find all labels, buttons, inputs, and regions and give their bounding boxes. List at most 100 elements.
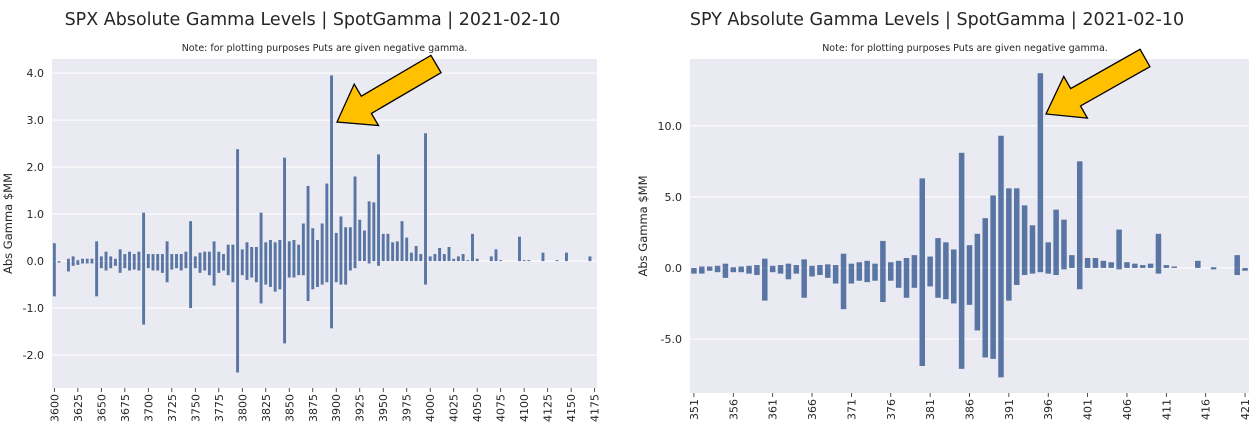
call-gamma-bar [1147, 263, 1154, 268]
call-gamma-bar [339, 216, 343, 262]
call-gamma-bar [793, 265, 800, 268]
put-gamma-bar [1006, 267, 1012, 301]
put-gamma-bar [730, 267, 737, 273]
spx-gamma-bar-chart: -2.0 -1.0 0.0 1.0 2.0 3.0 4.0 3600 3625 3650 3675 3… [1, 54, 602, 422]
put-gamma-bar [872, 267, 878, 281]
put-gamma-bar [52, 261, 56, 297]
put-gamma-bar [198, 261, 202, 273]
x-tick-label: 3925 [354, 394, 367, 422]
put-gamma-bar [927, 267, 933, 287]
call-gamma-bar [311, 228, 315, 262]
spx-gamma-chart-panel: SPX Absolute Gamma Levels | SpotGamma | … [1, 10, 602, 422]
x-tick-label: 3625 [72, 394, 85, 422]
chart-title: SPY Absolute Gamma Levels | SpotGamma | … [689, 10, 1185, 30]
put-gamma-bar [762, 267, 768, 301]
call-gamma-bar [438, 247, 442, 262]
call-gamma-bar [142, 212, 146, 262]
call-gamma-bar [259, 212, 263, 262]
x-tick-label: 3675 [119, 394, 132, 422]
x-tick-label: 386 [964, 399, 977, 420]
y-tick-label: 10.0 [658, 120, 683, 133]
call-gamma-bar [919, 178, 926, 268]
chart-note: Note: for plotting purposes Puts are giv… [181, 43, 468, 54]
call-gamma-bar [1084, 257, 1091, 268]
call-gamma-bar [471, 233, 474, 262]
spy-gamma-bar-chart: -5.0 0.0 5.0 10.0 351 356 361 366 371 376 381 386 39… [636, 48, 1249, 420]
call-gamma-bar [222, 254, 225, 262]
put-gamma-bar [722, 267, 729, 278]
put-gamma-bar [95, 261, 99, 297]
call-gamma-bar [367, 201, 371, 262]
call-gamma-bar [927, 256, 933, 268]
x-tick-label: 356 [727, 399, 740, 420]
call-gamma-bar [428, 256, 432, 262]
plot-area [690, 59, 1249, 393]
x-tick-label: 361 [767, 399, 780, 420]
call-gamma-bar [254, 247, 258, 262]
x-tick-label: 4000 [424, 394, 437, 422]
call-gamma-bar [1139, 265, 1146, 268]
x-tick-label: 396 [1042, 399, 1055, 420]
put-gamma-bar [118, 261, 122, 273]
call-gamma-bar [1029, 225, 1036, 268]
call-gamma-bar [381, 233, 385, 262]
call-gamma-bar [527, 260, 531, 262]
call-gamma-bar [1155, 233, 1162, 268]
put-gamma-bar [254, 261, 258, 283]
call-gamma-bar [99, 256, 103, 262]
y-tick-label: 3.0 [27, 114, 45, 127]
put-gamma-bar [754, 267, 760, 276]
put-gamma-bar [334, 261, 338, 283]
call-gamma-bar [864, 260, 870, 268]
call-gamma-bar [982, 218, 989, 268]
put-gamma-bar [801, 267, 807, 298]
call-gamma-bar [203, 251, 207, 262]
call-gamma-bar [52, 243, 56, 262]
put-gamma-bar [175, 261, 178, 269]
call-gamma-bar [817, 265, 823, 268]
call-gamma-bar [170, 254, 174, 262]
call-gamma-bar [825, 264, 831, 268]
put-gamma-bar [226, 261, 230, 276]
call-gamma-bar [555, 260, 559, 262]
call-gamma-bar [518, 236, 521, 262]
call-gamma-bar [456, 256, 460, 262]
call-gamma-bar [1234, 255, 1240, 268]
put-gamma-bar [283, 261, 287, 344]
call-gamma-bar [362, 230, 366, 262]
put-gamma-bar [311, 261, 315, 290]
call-gamma-bar [179, 254, 183, 262]
call-gamma-bar [714, 265, 721, 268]
call-gamma-bar [461, 254, 465, 262]
put-gamma-bar [236, 261, 240, 373]
x-tick-label: 406 [1121, 399, 1134, 420]
x-tick-label: 4125 [542, 394, 555, 422]
call-gamma-bar [71, 256, 75, 262]
put-gamma-bar [1242, 267, 1248, 271]
put-gamma-bar [880, 267, 886, 303]
call-gamma-bar [1100, 260, 1107, 268]
x-tick-label: 3600 [48, 394, 61, 422]
call-gamma-bar [1006, 188, 1012, 268]
highlight-arrow [1045, 48, 1151, 119]
call-gamma-bar [395, 241, 399, 262]
call-gamma-bar [1195, 260, 1201, 268]
put-gamma-bar [240, 261, 244, 276]
put-gamma-bar [146, 261, 150, 269]
x-tick-label: 376 [885, 399, 898, 420]
call-gamma-bar [762, 258, 768, 268]
chart-note: Note: for plotting purposes Puts are giv… [822, 43, 1108, 54]
put-gamma-bar [104, 261, 108, 271]
call-gamma-bar [1045, 242, 1051, 268]
call-gamma-bar [872, 263, 878, 268]
call-gamma-bar [1132, 263, 1138, 268]
put-gamma-bar [1061, 267, 1067, 270]
call-gamma-bar [494, 249, 498, 262]
call-gamma-bar [132, 254, 136, 262]
put-gamma-bar [1116, 267, 1122, 270]
put-gamma-bar [895, 267, 902, 288]
y-tick-label: -1.0 [23, 302, 44, 315]
x-tick-label: 3650 [95, 394, 108, 422]
put-gamma-bar [706, 267, 713, 271]
call-gamma-bar [76, 260, 80, 262]
